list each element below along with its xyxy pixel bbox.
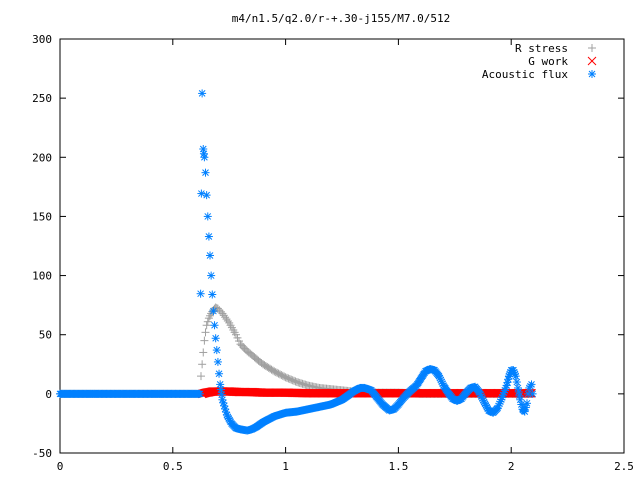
data-point <box>202 321 211 330</box>
data-point <box>209 307 218 316</box>
chart-marks <box>56 89 537 435</box>
y-tick-label: 300 <box>32 33 52 46</box>
axes: 0 0.5 1 1.5 2 2.5 -50 0 50 100 150 200 250 300 <box>32 33 634 473</box>
y-tick-label: 250 <box>32 92 52 105</box>
data-point <box>202 191 211 200</box>
x-tick-label: 1.5 <box>388 460 408 473</box>
data-point <box>527 380 536 389</box>
x-tick-label: 2.5 <box>614 460 634 473</box>
data-point <box>199 348 208 357</box>
data-point <box>201 168 210 177</box>
legend-marker <box>588 70 596 78</box>
x-tick-label: 2 <box>508 460 515 473</box>
x-tick-label: 1 <box>282 460 289 473</box>
data-point <box>198 89 207 98</box>
data-point <box>203 317 212 326</box>
data-point <box>203 212 212 221</box>
data-point <box>520 407 529 416</box>
data-point <box>512 378 521 387</box>
data-point <box>212 346 221 355</box>
data-point <box>198 360 207 369</box>
data-point <box>208 290 217 299</box>
data-point <box>196 289 205 298</box>
y-tick-label: 0 <box>45 388 52 401</box>
x-tick-label: 0.5 <box>163 460 183 473</box>
series-r-stress <box>56 303 536 398</box>
data-point <box>201 328 210 337</box>
data-point <box>206 251 215 260</box>
data-point <box>522 399 531 408</box>
data-point <box>215 369 224 378</box>
data-point <box>210 321 219 330</box>
chart-title: m4/n1.5/q2.0/r-+.30-j155/M7.0/512 <box>232 12 451 25</box>
data-point <box>511 372 520 381</box>
legend-label: Acoustic flux <box>482 68 568 81</box>
y-tick-label: 100 <box>32 270 52 283</box>
y-tick-label: -50 <box>32 447 52 460</box>
y-tick-label: 150 <box>32 210 52 223</box>
data-point <box>211 334 220 343</box>
legend-marker <box>588 44 596 52</box>
data-point <box>204 232 213 241</box>
data-point <box>207 271 216 280</box>
series-acoustic-flux <box>56 89 537 435</box>
data-point <box>200 336 209 345</box>
data-point <box>197 189 206 198</box>
data-point <box>223 316 232 325</box>
data-point <box>200 153 209 162</box>
data-point <box>213 357 222 366</box>
data-point <box>197 372 205 381</box>
x-tick-label: 0 <box>57 460 64 473</box>
legend-marker <box>587 56 597 66</box>
legend-label: G work <box>528 55 568 68</box>
data-point <box>528 389 537 398</box>
y-tick-label: 200 <box>32 151 52 164</box>
data-point <box>195 389 204 398</box>
y-tick-label: 50 <box>39 329 52 342</box>
plot-frame <box>59 38 625 454</box>
legend-label: R stress <box>515 42 568 55</box>
